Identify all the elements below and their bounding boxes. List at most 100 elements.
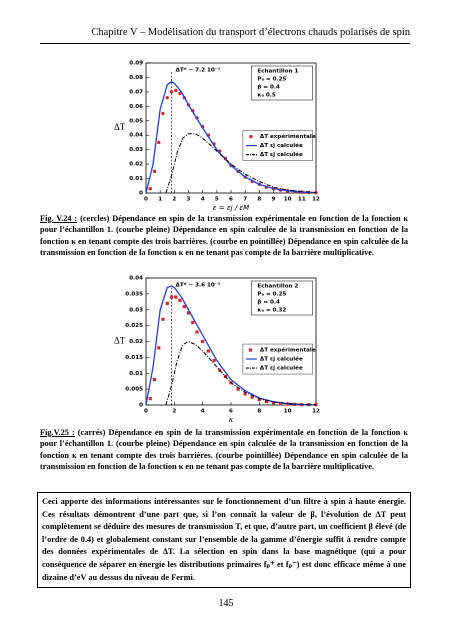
figure-caption: Fig.V.25 : (carrés) Dépendance en spin de…	[40, 427, 408, 473]
x-tick-label: 2	[172, 409, 176, 415]
x-tick-label: 10	[284, 197, 292, 203]
x-tick-label: 12	[312, 409, 320, 415]
params-box	[251, 65, 313, 101]
y-tick-label: 0.05	[129, 118, 143, 124]
data-point	[152, 169, 157, 174]
figure-caption: Fig. V.24 : (cercles) Dépendance en spin …	[40, 213, 408, 259]
y-axis-label: ΔT	[114, 336, 126, 346]
legend-label: ΔT expérimentale	[260, 347, 316, 354]
legend-label: ΔT εj calculée	[260, 365, 303, 372]
legend-swatch	[248, 348, 253, 352]
data-point	[201, 339, 205, 344]
data-point	[236, 387, 240, 391]
x-tick-label: 6	[229, 197, 233, 203]
y-tick-label: 0.025	[125, 323, 143, 329]
y-tick-label: 0	[139, 191, 143, 197]
y-tick-label: 0.02	[129, 162, 143, 168]
caption-label: Fig. V.24 :	[40, 214, 78, 223]
x-tick-label: 2	[172, 197, 176, 203]
y-tick-label: 0.005	[125, 387, 143, 393]
y-tick-label: 0.07	[129, 89, 143, 95]
data-point	[257, 398, 261, 402]
data-point	[157, 346, 161, 350]
legend-label: ΔT expérimentale	[260, 133, 316, 140]
param-text: κₐ 0.5	[257, 93, 275, 99]
x-tick-label: 7	[243, 197, 247, 203]
data-point	[250, 395, 254, 399]
caption-label: Fig.V.25 :	[40, 428, 75, 437]
y-axis-label: ΔT	[114, 122, 126, 132]
x-tick-label: 5	[215, 197, 219, 203]
chart: 0 0.01 0.02 0.03 0.04 0.05 0.06 0.07 0.08 0.09 0 1 2…	[114, 61, 320, 213]
data-point	[157, 140, 161, 145]
data-point	[271, 401, 276, 405]
chart: 0 0.005 0.01 0.015 0.02 0.025 0.03 0.035 0.04 0 2 4…	[114, 276, 320, 425]
y-tick-label: 0.08	[129, 75, 143, 81]
y-tick-label: 0.04	[129, 133, 143, 139]
legend-label: ΔT εj calculée	[260, 142, 303, 149]
legend-label: ΔT εj calculée	[260, 356, 303, 363]
data-point	[152, 378, 157, 382]
data-point	[264, 399, 269, 404]
x-tick-label: 8	[257, 409, 261, 415]
params-box	[251, 280, 313, 316]
param-text: κₐ = 0.32	[257, 308, 286, 314]
x-tick-label: 9	[272, 197, 276, 203]
y-tick-label: 0.01	[129, 371, 143, 377]
y-tick-label: 0.04	[129, 276, 143, 282]
x-tick-label: 0	[144, 409, 148, 415]
x-tick-label: 0	[144, 197, 148, 203]
page-number: 145	[218, 598, 234, 609]
data-point	[195, 330, 199, 334]
boxed-paragraph: Ceci apporte des informations intéressan…	[37, 492, 411, 589]
x-tick-label: 6	[229, 409, 233, 415]
caption-text: (cercles) Dépendance en spin de la trans…	[40, 214, 408, 258]
annotation: ΔT* ~ 7.2 10⁻³	[176, 67, 221, 74]
sample-name: Echantillon 1	[257, 69, 298, 75]
x-tick-label: 4	[201, 409, 205, 415]
series-line	[165, 133, 317, 194]
x-tick-label: 11	[298, 197, 306, 203]
data-point	[243, 392, 247, 396]
y-tick-label: 0.03	[129, 147, 143, 153]
data-point	[212, 358, 216, 363]
y-tick-label: 0.03	[129, 307, 143, 313]
x-axis-label: κ	[229, 416, 234, 424]
param-text: Pₐ = 0.25	[257, 77, 286, 83]
data-point	[174, 88, 178, 93]
data-point	[178, 298, 182, 302]
param-text: Pₐ = 0.25	[257, 292, 286, 298]
y-tick-label: 0.02	[129, 339, 143, 345]
sample-name: Echantillon 2	[257, 284, 298, 290]
y-tick-label: 0.01	[129, 176, 143, 182]
data-point	[165, 95, 169, 100]
y-tick-label: 0.06	[129, 104, 143, 110]
x-axis-label: ε = εj / εM	[213, 204, 249, 212]
data-point	[148, 397, 152, 401]
data-point	[186, 311, 191, 315]
x-tick-label: 3	[187, 197, 191, 203]
data-point	[161, 111, 165, 116]
legend-swatch	[249, 134, 253, 139]
param-text: β = 0.4	[257, 300, 280, 306]
x-tick-label: 8	[257, 197, 261, 203]
series-line	[145, 81, 317, 194]
y-tick-label: 0	[139, 403, 143, 409]
data-point	[191, 320, 195, 325]
data-point	[161, 317, 165, 321]
x-tick-label: 1	[158, 197, 162, 203]
data-point	[165, 301, 169, 305]
data-point	[169, 90, 174, 94]
data-point	[206, 349, 210, 353]
data-point	[174, 295, 178, 299]
data-point	[182, 304, 186, 309]
data-point	[178, 91, 182, 96]
annotation: ΔT* ~ 3.6 10⁻³	[176, 282, 221, 289]
data-point	[169, 295, 174, 299]
caption-text: (carrés) Dépendance en spin de la transm…	[40, 428, 408, 472]
y-tick-label: 0.015	[125, 355, 143, 361]
y-tick-label: 0.09	[129, 61, 143, 67]
header-rule	[40, 43, 410, 44]
data-point	[148, 186, 152, 191]
